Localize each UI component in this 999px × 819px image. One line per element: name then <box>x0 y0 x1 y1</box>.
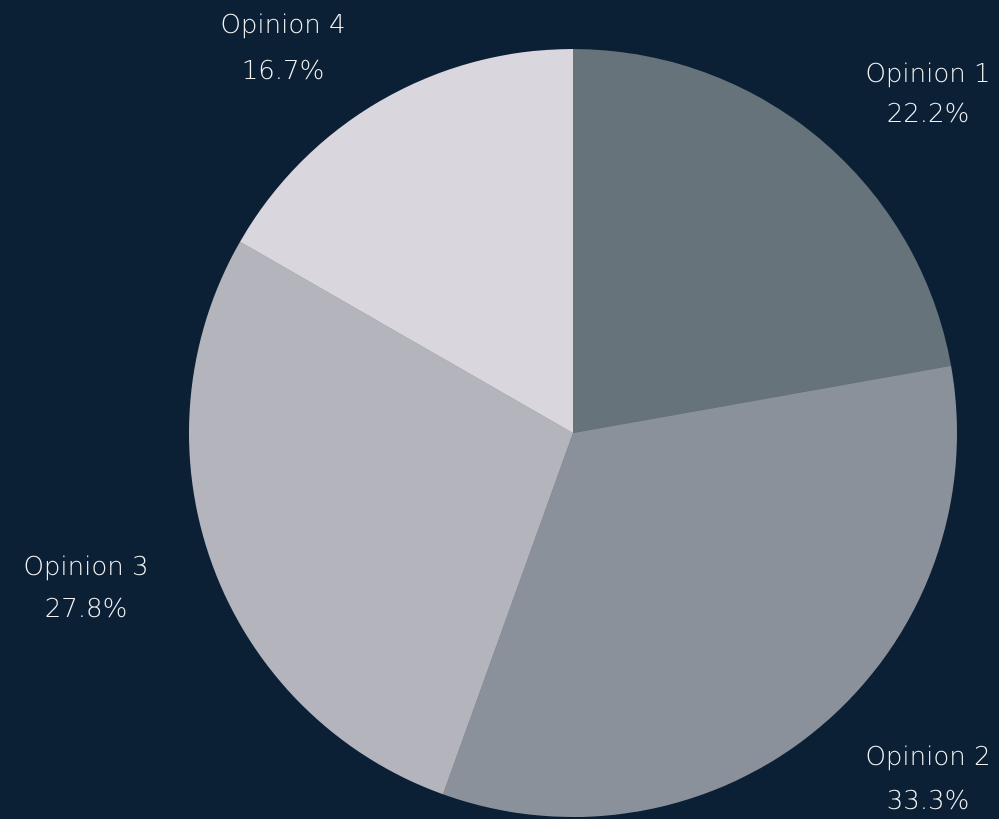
pie-slice-opinion-2 <box>442 365 957 818</box>
slice-label-name: Opinion 1 <box>865 59 990 89</box>
pie-slice-opinion-1 <box>573 49 952 433</box>
slice-label-percent: 27.8% <box>45 594 128 624</box>
slice-label-percent: 22.2% <box>887 99 970 129</box>
slices-layer <box>188 49 957 818</box>
slice-label-name: Opinion 4 <box>220 10 345 40</box>
labels-layer: Opinion 1 22.2% Opinion 2 33.3% Opinion 3 27.… <box>23 10 990 816</box>
slice-label-name: Opinion 2 <box>865 742 990 772</box>
pie-slice-opinion-4 <box>240 49 574 433</box>
slice-label-percent: 16.7% <box>242 56 325 86</box>
slice-label-name: Opinion 3 <box>23 552 148 582</box>
pie-slice-opinion-3 <box>188 241 574 795</box>
slice-label-percent: 33.3% <box>887 786 970 816</box>
